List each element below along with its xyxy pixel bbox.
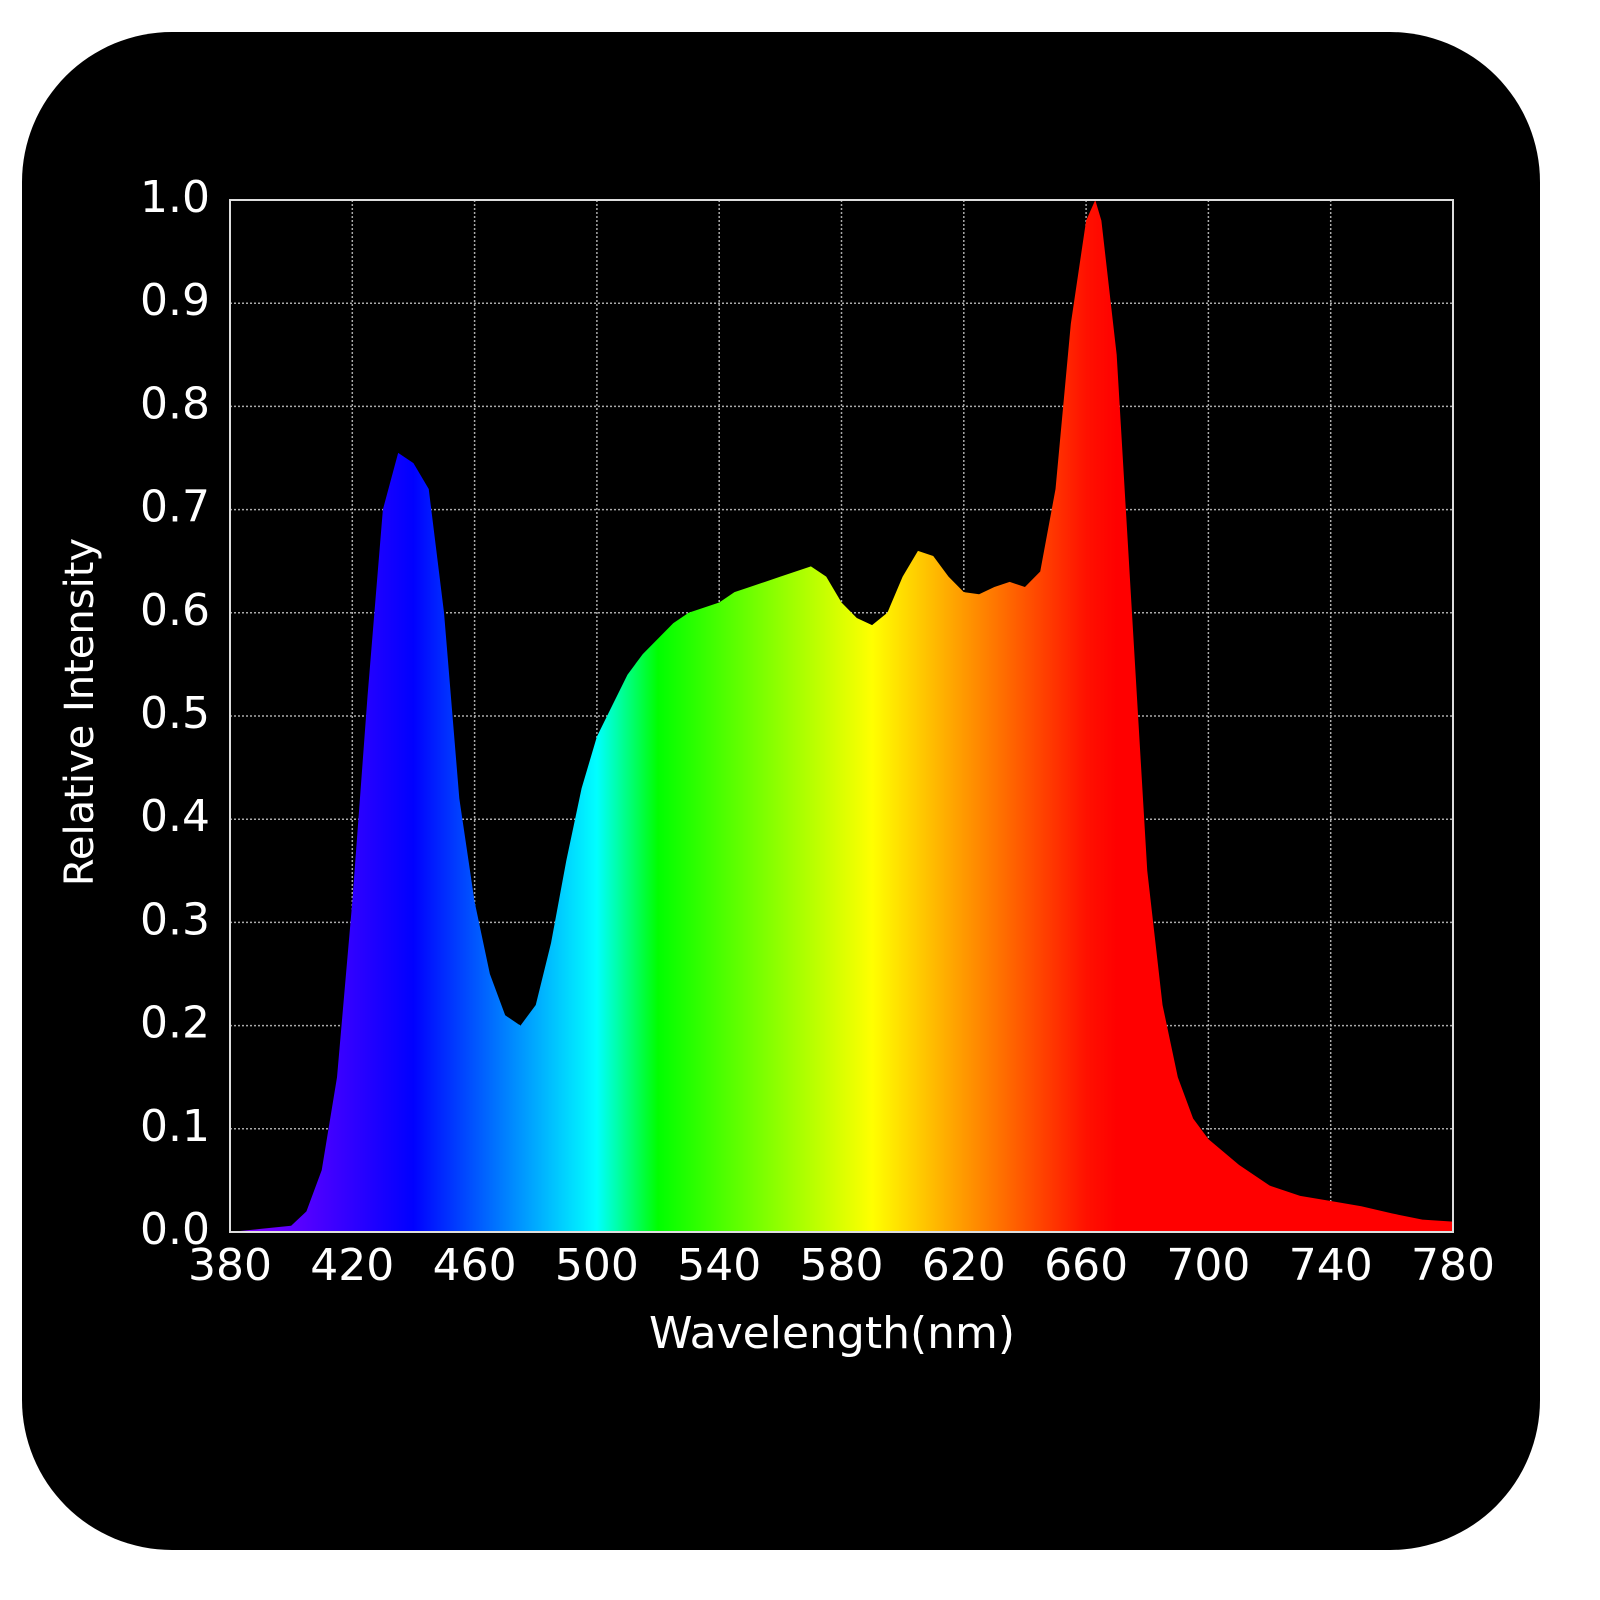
x-tick-label: 420	[310, 1240, 394, 1291]
y-axis-label: Relative Intensity	[57, 538, 103, 886]
x-tick-label: 620	[922, 1240, 1006, 1291]
y-tick-label: 0.5	[140, 688, 210, 739]
x-tick-label: 700	[1166, 1240, 1250, 1291]
x-tick-label: 540	[677, 1240, 761, 1291]
x-axis-label: Wavelength(nm)	[649, 1308, 1015, 1359]
plot-frame	[229, 199, 1454, 1233]
x-tick-label: 660	[1044, 1240, 1128, 1291]
y-tick-label: 1.0	[140, 172, 210, 223]
y-tick-label: 0.1	[140, 1101, 210, 1152]
x-tick-label: 780	[1411, 1240, 1495, 1291]
y-tick-label: 0.7	[140, 482, 210, 533]
y-tick-label: 0.6	[140, 585, 210, 636]
y-tick-label: 0.2	[140, 998, 210, 1049]
x-tick-label: 500	[555, 1240, 639, 1291]
x-tick-label: 460	[433, 1240, 517, 1291]
y-tick-label: 0.3	[140, 894, 210, 945]
y-tick-label: 0.0	[140, 1204, 210, 1255]
x-tick-label: 580	[800, 1240, 884, 1291]
y-tick-label: 0.4	[140, 791, 210, 842]
x-tick-label: 740	[1289, 1240, 1373, 1291]
y-tick-label: 0.9	[140, 275, 210, 326]
y-tick-label: 0.8	[140, 378, 210, 429]
x-tick-label: 380	[188, 1240, 272, 1291]
spectrum-area	[230, 200, 1453, 1232]
